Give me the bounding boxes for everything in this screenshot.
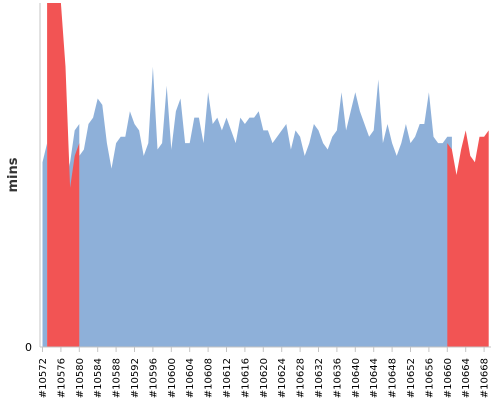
axis-layer <box>39 3 491 348</box>
x-tick-label: #10664 <box>461 358 472 398</box>
x-tick-label: #10612 <box>222 358 233 398</box>
x-tick-label: #10640 <box>351 358 362 398</box>
failed-area-segment-1 <box>447 130 489 347</box>
x-tick-label: #10600 <box>167 358 178 398</box>
x-tick-label: #10576 <box>56 358 67 398</box>
x-tick-label: #10644 <box>369 358 380 398</box>
x-tick-layer: #10572 #10576 #10580 #10584 #10588 #10592 #105… <box>38 347 491 398</box>
x-tick-label: #10604 <box>185 358 196 398</box>
x-tick-label: #10572 <box>38 358 49 398</box>
x-tick-label: #10624 <box>277 358 288 398</box>
x-tick-label: #10608 <box>204 358 215 398</box>
normal-area-segment-0 <box>42 143 48 347</box>
x-tick-label: #10668 <box>480 358 491 398</box>
x-tick-label: #10620 <box>259 358 270 398</box>
x-tick-label: #10580 <box>75 358 86 398</box>
x-tick-label: #10588 <box>112 358 123 398</box>
x-tick-label: #10656 <box>424 358 435 398</box>
x-tick-label: #10592 <box>130 358 141 398</box>
x-tick-label: #10636 <box>332 358 343 398</box>
y-axis-title: mins <box>6 157 21 192</box>
x-tick-label: #10628 <box>296 358 307 398</box>
x-tick-label: #10616 <box>240 358 251 398</box>
x-tick-label: #10596 <box>148 358 159 398</box>
y-tick-label: 0 <box>25 341 32 354</box>
x-tick-label: #10584 <box>93 358 104 398</box>
failed-area-segment-0 <box>47 3 80 347</box>
y-tick-layer: 0 <box>25 341 32 354</box>
normal-area-segment-2 <box>79 66 452 347</box>
x-tick-label: #10652 <box>406 358 417 398</box>
x-tick-label: #10632 <box>314 358 325 398</box>
series-layer <box>42 3 489 347</box>
x-tick-label: #10648 <box>388 358 399 398</box>
x-tick-label: #10660 <box>443 358 454 398</box>
